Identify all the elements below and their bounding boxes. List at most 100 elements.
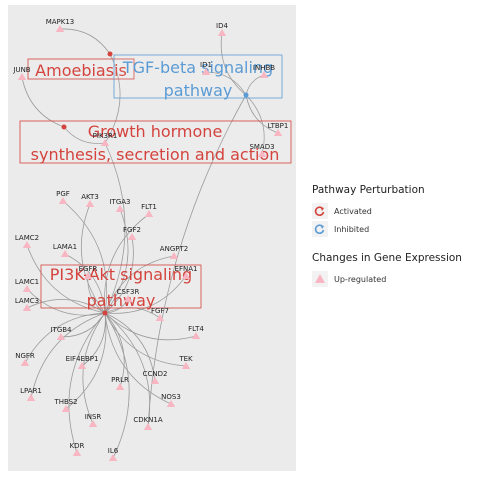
pathway-hubs bbox=[61, 51, 249, 316]
triangle-icon bbox=[108, 454, 118, 461]
gene-label: IL6 bbox=[108, 447, 119, 455]
edge-angpt2-pi3k bbox=[104, 255, 175, 314]
gene-kdr[interactable]: KDR bbox=[70, 442, 85, 456]
gene-egfr[interactable]: EGFR bbox=[79, 265, 98, 279]
triangle-icon bbox=[22, 304, 32, 311]
gene-inhbb[interactable]: INHBB bbox=[253, 64, 275, 78]
gene-label: CDKN1A bbox=[133, 416, 163, 424]
triangle-icon bbox=[201, 68, 211, 75]
gene-eif4ebp1[interactable]: EIF4EBP1 bbox=[66, 355, 99, 369]
gene-id4[interactable]: ID4 bbox=[216, 22, 228, 36]
triangle-icon bbox=[55, 25, 65, 32]
gene-label: FLT4 bbox=[188, 325, 204, 333]
triangle-icon bbox=[166, 400, 176, 407]
legend-inhibited-label: Inhibited bbox=[334, 224, 370, 234]
gene-mapk13[interactable]: MAPK13 bbox=[46, 18, 75, 32]
edge-id1-tgfb bbox=[205, 71, 247, 96]
gene-junb[interactable]: JUNB bbox=[12, 66, 31, 80]
gene-angpt2[interactable]: ANGPT2 bbox=[160, 245, 188, 259]
gene-label: EFNA1 bbox=[175, 265, 198, 273]
triangle-icon bbox=[61, 405, 71, 412]
triangle-icon bbox=[259, 71, 269, 78]
pathway-label: Amoebiasis bbox=[35, 61, 127, 80]
gene-label: ANGPT2 bbox=[160, 245, 188, 253]
gene-lamc2[interactable]: LAMC2 bbox=[15, 234, 39, 248]
gene-fgf2[interactable]: FGF2 bbox=[123, 226, 141, 240]
gene-label: MAPK13 bbox=[46, 18, 75, 26]
gene-prlr[interactable]: PRLR bbox=[111, 376, 129, 390]
gene-pgf[interactable]: PGF bbox=[56, 190, 70, 204]
gene-lama1[interactable]: LAMA1 bbox=[53, 243, 77, 257]
gene-lamc3[interactable]: LAMC3 bbox=[15, 297, 39, 311]
gene-itgb4[interactable]: ITGB4 bbox=[50, 326, 72, 340]
gene-akt3[interactable]: AKT3 bbox=[81, 193, 99, 207]
gene-efna1[interactable]: EFNA1 bbox=[175, 265, 198, 279]
pathway-gh[interactable]: Growth hormone synthesis, secretion and a… bbox=[19, 120, 292, 164]
triangle-icon bbox=[72, 449, 82, 456]
gene-pik3r1[interactable]: PIK3R1 bbox=[93, 132, 118, 146]
edge-il6-pi3k bbox=[104, 312, 130, 459]
triangle-icon bbox=[257, 150, 267, 157]
gene-label: CSF3R bbox=[117, 288, 140, 296]
gene-fgf7[interactable]: FGF7 bbox=[151, 307, 169, 321]
pathway-pi3k[interactable]: PI3K-Akt signaling pathway bbox=[40, 264, 202, 310]
gene-label: ID4 bbox=[216, 22, 228, 30]
gene-cdkn1a[interactable]: CDKN1A bbox=[133, 416, 163, 430]
gene-nos3[interactable]: NOS3 bbox=[161, 393, 181, 407]
pathway-box bbox=[40, 264, 202, 309]
gene-flt1[interactable]: FLT1 bbox=[141, 203, 157, 217]
pathway-amoebiasis[interactable]: Amoebiasis bbox=[27, 58, 135, 80]
gene-label: LAMC3 bbox=[15, 297, 39, 305]
gene-csf3r[interactable]: CSF3R bbox=[117, 288, 140, 302]
triangle-icon bbox=[150, 377, 160, 384]
edge-thbs2-pi3k bbox=[65, 312, 107, 410]
gene-thbs2[interactable]: THBS2 bbox=[53, 398, 78, 412]
gene-insr[interactable]: INSR bbox=[85, 413, 102, 427]
legend-upregulated-label: Up-regulated bbox=[334, 274, 387, 284]
gene-id1[interactable]: ID1 bbox=[200, 61, 212, 75]
edge-lama1-pi3k bbox=[64, 253, 106, 314]
gene-label: TEK bbox=[178, 355, 193, 363]
gene-flt4[interactable]: FLT4 bbox=[188, 325, 204, 339]
pathway-tgfb[interactable]: TGF-beta signaling pathway bbox=[113, 54, 283, 100]
edge-ngfr-pi3k bbox=[24, 312, 106, 364]
triangle-icon bbox=[273, 129, 283, 136]
edge-mapk13-amoebiasis bbox=[59, 28, 111, 55]
gene-label: JUNB bbox=[12, 66, 30, 74]
gene-tek[interactable]: TEK bbox=[178, 355, 193, 369]
gene-il6[interactable]: IL6 bbox=[108, 447, 119, 461]
triangle-icon bbox=[60, 250, 70, 257]
gene-label: THBS2 bbox=[53, 398, 77, 406]
gene-smad3[interactable]: SMAD3 bbox=[249, 143, 275, 157]
gene-label: AKT3 bbox=[81, 193, 99, 201]
gene-lpar1[interactable]: LPAR1 bbox=[20, 387, 42, 401]
triangle-icon bbox=[181, 362, 191, 369]
gene-label: INSR bbox=[85, 413, 102, 421]
gene-itga3[interactable]: ITGA3 bbox=[109, 198, 131, 212]
gene-ngfr[interactable]: NGFR bbox=[15, 352, 35, 366]
activated-arrow-icon bbox=[312, 203, 328, 219]
triangle-icon bbox=[77, 362, 87, 369]
edge-id4-tgfb bbox=[220, 32, 247, 96]
gene-ccnd2[interactable]: CCND2 bbox=[143, 370, 168, 384]
gene-label: FLT1 bbox=[141, 203, 157, 211]
edge-prlr-pi3k bbox=[104, 312, 125, 388]
hub-tgfb bbox=[243, 92, 249, 98]
hub-amoebiasis bbox=[107, 51, 113, 57]
edge-itga3-pi3k bbox=[104, 208, 129, 314]
triangle-icon bbox=[143, 423, 153, 430]
pathway-label: PI3K-Akt signaling pathway bbox=[50, 265, 192, 310]
triangle-icon bbox=[22, 285, 32, 292]
legend-upregulated: Up-regulated bbox=[312, 270, 477, 288]
pathway-label: TGF-beta signaling pathway bbox=[122, 58, 273, 100]
edge-lpar1-pi3k bbox=[30, 312, 106, 399]
triangle-icon bbox=[123, 295, 133, 302]
gene-label: PGF bbox=[56, 190, 70, 198]
triangle-icon bbox=[127, 233, 137, 240]
gene-ltbp1[interactable]: LTBP1 bbox=[268, 122, 289, 136]
pathway-box bbox=[27, 58, 135, 80]
gene-lamc1[interactable]: LAMC1 bbox=[15, 278, 39, 292]
legend-activated-label: Activated bbox=[334, 206, 372, 216]
edge-fgf2-pi3k bbox=[104, 236, 134, 314]
triangle-icon bbox=[83, 272, 93, 279]
